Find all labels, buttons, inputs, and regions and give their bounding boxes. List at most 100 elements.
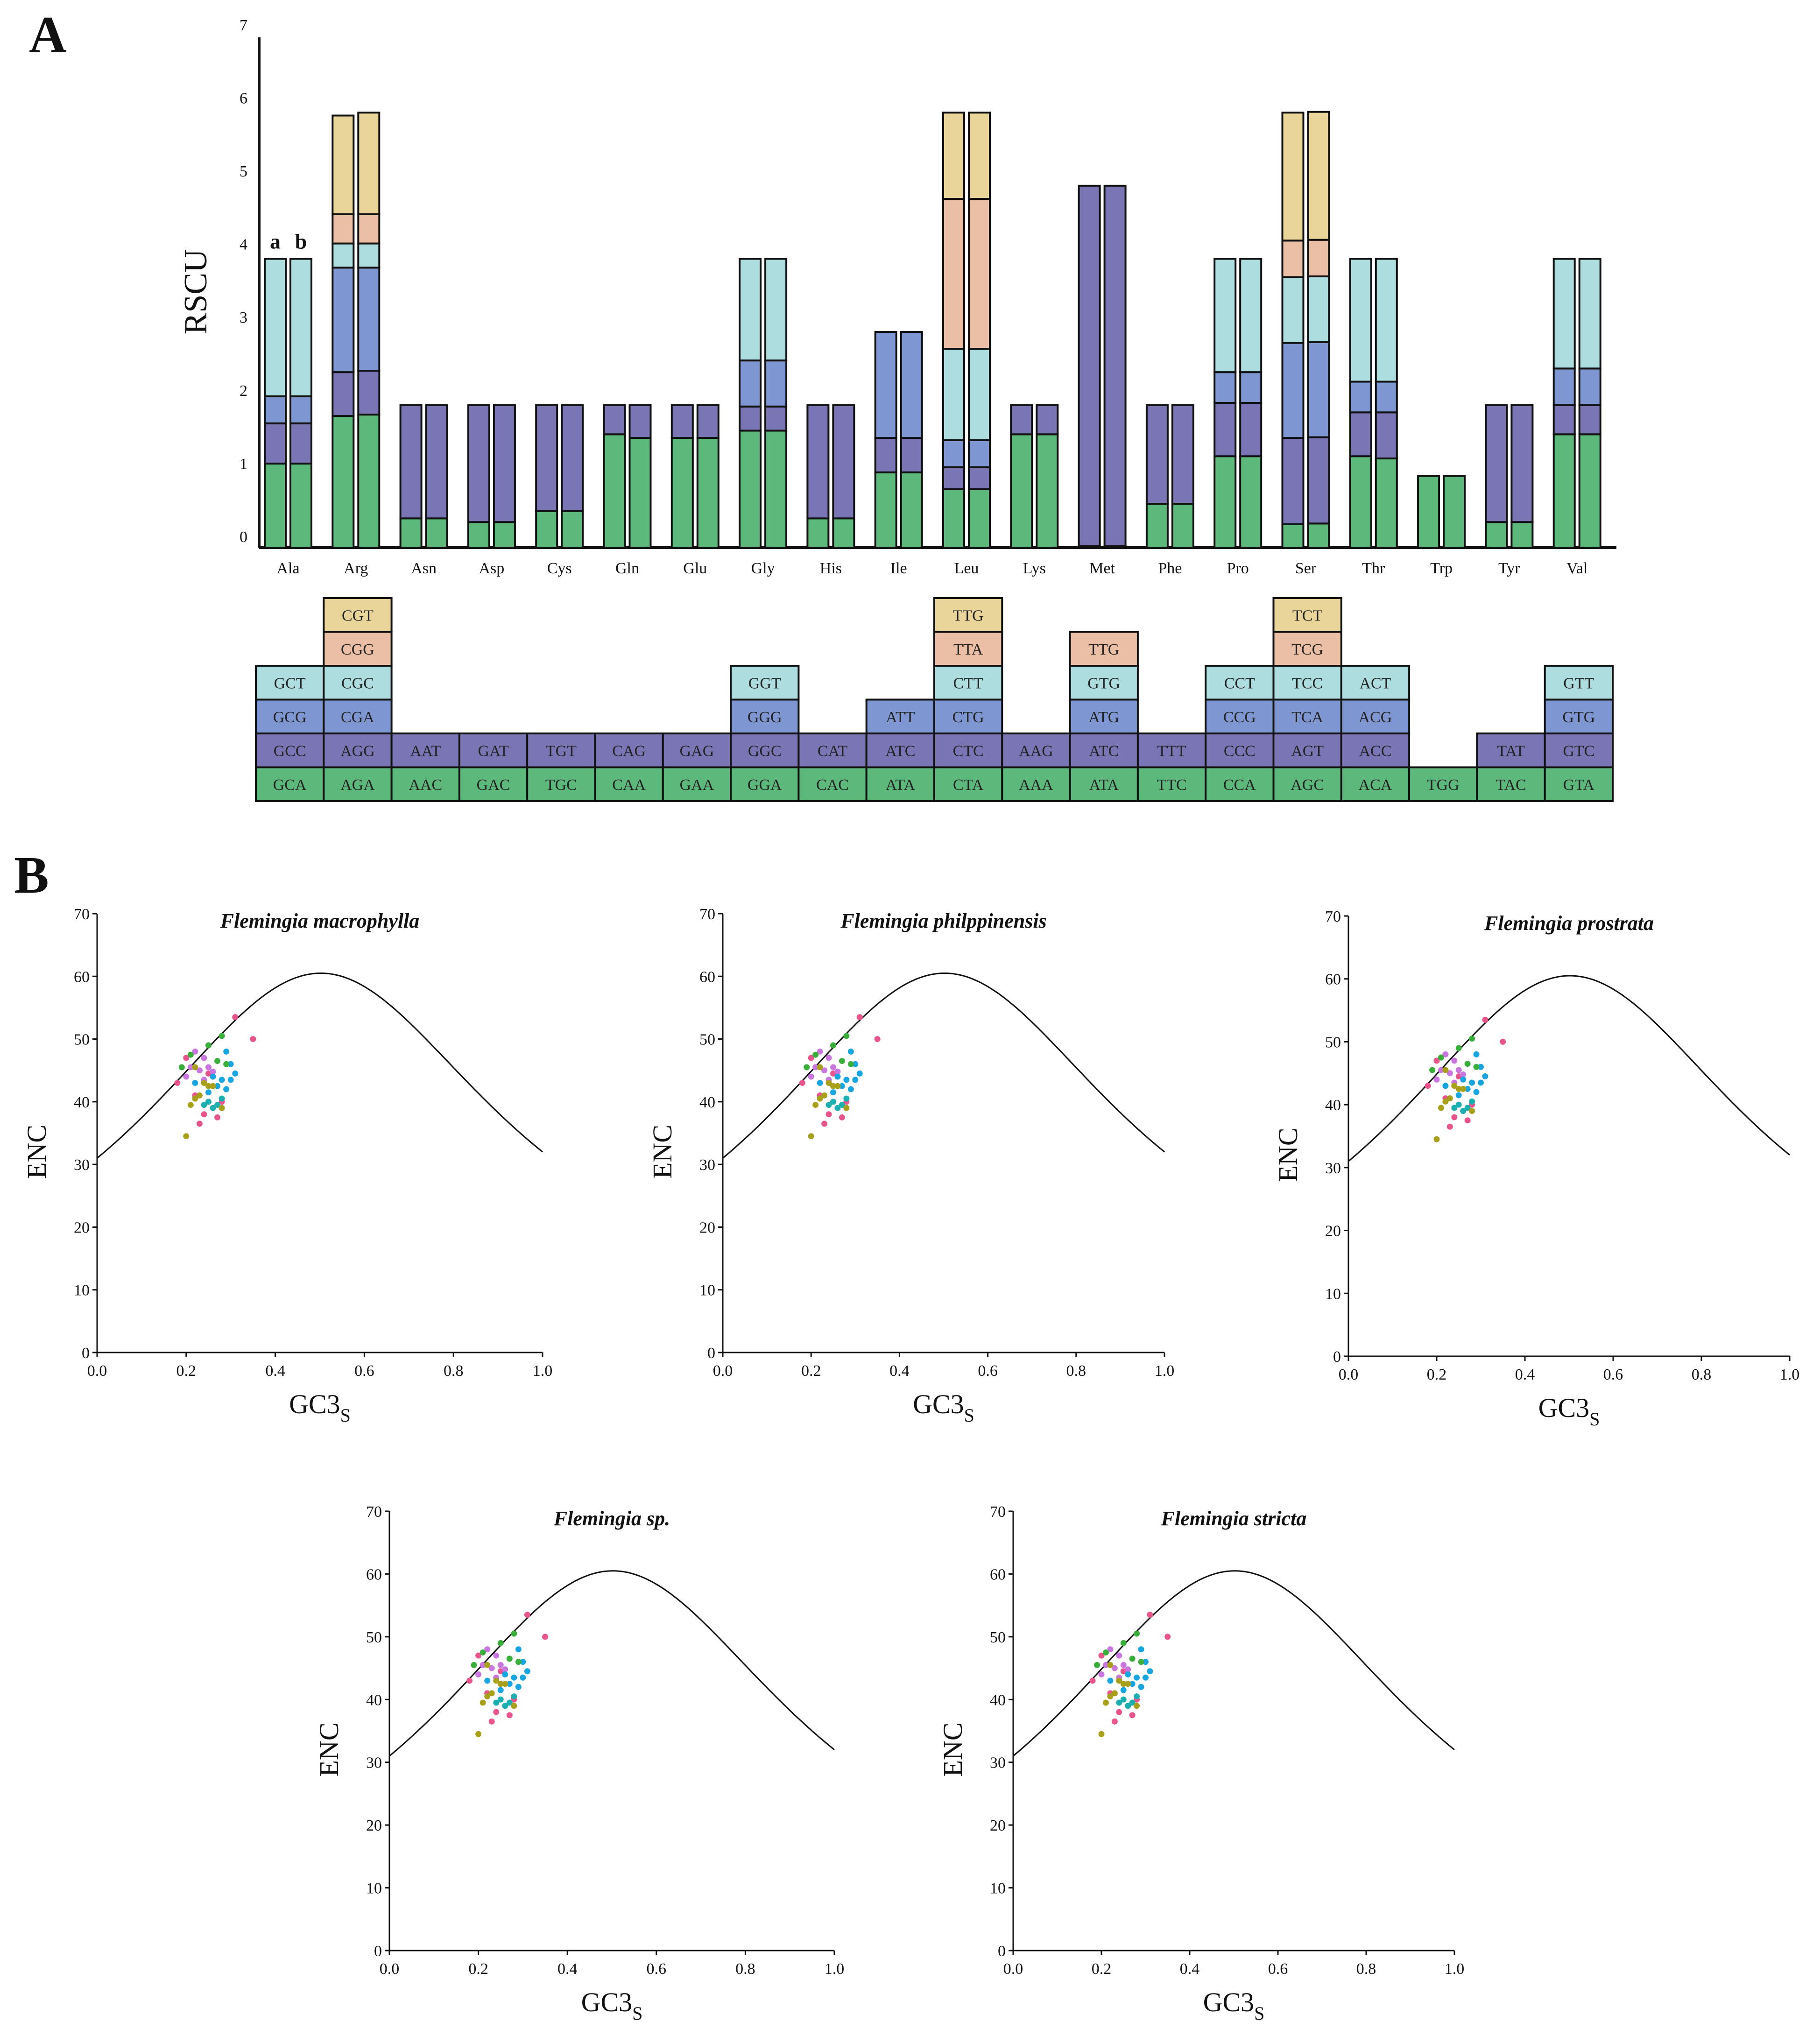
bar-segment-gly-a-1 [739, 405, 762, 432]
x-tick-label: 0.8 [1356, 1960, 1376, 1978]
codon-label-cag: CAG [612, 742, 646, 760]
bar-segment-pro-b-1 [1239, 402, 1263, 458]
scatter-point-32 [497, 1696, 504, 1703]
expected-enc-curve [389, 1570, 835, 1757]
scatter-point-23 [515, 1684, 522, 1690]
scatter-point-44 [1446, 1095, 1453, 1102]
codon-label-ctc: CTC [953, 742, 984, 760]
scatter-point-21 [1469, 1079, 1475, 1086]
scatter-point-10 [1442, 1051, 1449, 1057]
codon-cell-arg-cgt [323, 597, 393, 633]
bar-segment-ser-b-2 [1307, 341, 1330, 438]
scatter-point-13 [1446, 1070, 1453, 1077]
codon-cell-met-ttg [1069, 631, 1139, 667]
bar-segment-ile-b-2 [900, 331, 923, 439]
scatter-point-15 [1125, 1666, 1131, 1673]
scatter-point-26 [1442, 1083, 1449, 1089]
bar-segment-cys-a-0 [535, 510, 558, 549]
codon-cell-ala-gcg [255, 698, 325, 734]
scatter-point-29 [1460, 1108, 1467, 1114]
codon-cell-ser-tca [1272, 698, 1342, 734]
scatter-point-40 [1442, 1098, 1449, 1105]
y-tick-label: 20 [1325, 1223, 1341, 1240]
scatter-point-1 [1164, 1634, 1171, 1640]
bar-segment-ser-b-3 [1307, 275, 1330, 343]
bar-segment-lys-b-0 [1036, 433, 1059, 549]
x-axis-title: GC3S [1538, 1393, 1600, 1430]
scatter-point-27 [227, 1077, 234, 1083]
codon-label-gct: GCT [274, 675, 306, 692]
codon-cell-trp-tgg [1408, 766, 1478, 802]
codon-cell-met-atg [1069, 698, 1139, 734]
scatter-point-25 [834, 1073, 841, 1080]
codon-cell-gly-ggc [730, 733, 800, 768]
scatter-point-24 [497, 1687, 504, 1693]
y-tick-label: 4 [240, 236, 247, 254]
bar-segment-ala-b-2 [289, 395, 312, 424]
y-tick-label: 6 [240, 90, 247, 107]
y-tick-label: 50 [366, 1629, 382, 1646]
scatter-point-11 [493, 1652, 500, 1659]
scatter-point-26 [484, 1677, 491, 1684]
scatter-point-22 [1464, 1085, 1471, 1092]
scatter-point-27 [1143, 1674, 1149, 1681]
codon-label-atg: ATG [1088, 709, 1119, 726]
bar-segment-val-b-2 [1578, 367, 1601, 406]
scatter-point-34 [812, 1051, 819, 1058]
bar-segment-asp-a-0 [467, 521, 490, 549]
scatter-point-37 [214, 1058, 221, 1064]
expected-enc-curve [97, 972, 543, 1159]
scatter-point-18 [1473, 1051, 1480, 1057]
y-tick-label: 70 [74, 906, 90, 923]
scatter-point-38 [1138, 1659, 1144, 1665]
bar-segment-thr-b-0 [1375, 457, 1398, 549]
scatter-point-10 [484, 1646, 491, 1653]
codon-label-cgt: CGT [342, 607, 374, 624]
scatter-point-20 [1482, 1073, 1488, 1080]
scatter-point-24 [830, 1089, 836, 1096]
bar-segment-val-a-2 [1552, 367, 1576, 406]
y-tick-label: 30 [366, 1754, 382, 1772]
y-tick-label: 30 [990, 1754, 1006, 1772]
bar-segment-leu-b-4 [968, 198, 991, 350]
codon-label-att: ATT [886, 709, 915, 726]
scatter-point-21 [843, 1077, 850, 1083]
scatter-point-46 [219, 1105, 225, 1111]
scatter-point-5 [1451, 1114, 1458, 1120]
scatter-point-31 [214, 1102, 221, 1108]
codon-label-gtc: GTC [1563, 742, 1594, 760]
scatter-point-33 [1094, 1662, 1100, 1668]
x-tick-label-arg: Arg [344, 560, 368, 577]
scatter-point-18 [1138, 1646, 1144, 1653]
y-tick-label: 60 [1325, 971, 1341, 988]
scatter-point-7 [1446, 1123, 1453, 1130]
scatter-point-13 [488, 1665, 495, 1671]
scatter-point-46 [1134, 1703, 1140, 1709]
y-tick-label: 20 [699, 1219, 715, 1236]
bar-segment-his-a-1 [806, 404, 830, 520]
scatter-point-44 [1111, 1690, 1118, 1697]
scatter-point-19 [852, 1061, 859, 1067]
bar-segment-arg-b-5 [357, 112, 381, 215]
bar-segment-ser-a-5 [1281, 112, 1305, 242]
codon-label-agc: AGC [1291, 776, 1324, 794]
scatter-point-40 [817, 1095, 823, 1102]
bar-segment-lys-b-1 [1036, 404, 1059, 436]
scatter-point-12 [480, 1662, 486, 1668]
scatter-point-47 [484, 1662, 491, 1668]
scatter-point-28 [1116, 1699, 1122, 1706]
bar-segment-phe-a-0 [1145, 503, 1169, 549]
scatter-point-41 [1438, 1105, 1444, 1111]
codon-cell-ser-tct [1272, 597, 1342, 633]
bar-segment-thr-a-2 [1349, 380, 1372, 414]
y-axis-title: ENC [938, 1723, 968, 1777]
x-tick-label-gly: Gly [751, 560, 775, 577]
bar-segment-ser-b-0 [1307, 522, 1330, 549]
x-axis-title: GC3S [1203, 1987, 1265, 2024]
codon-label-tct: TCT [1292, 607, 1322, 624]
codon-label-aca: ACA [1359, 776, 1392, 794]
codon-cell-leu-tta [933, 631, 1003, 667]
codon-cell-thr-aca [1340, 766, 1411, 802]
codon-label-aga: AGA [340, 776, 375, 794]
scatter-point-31 [839, 1102, 845, 1108]
